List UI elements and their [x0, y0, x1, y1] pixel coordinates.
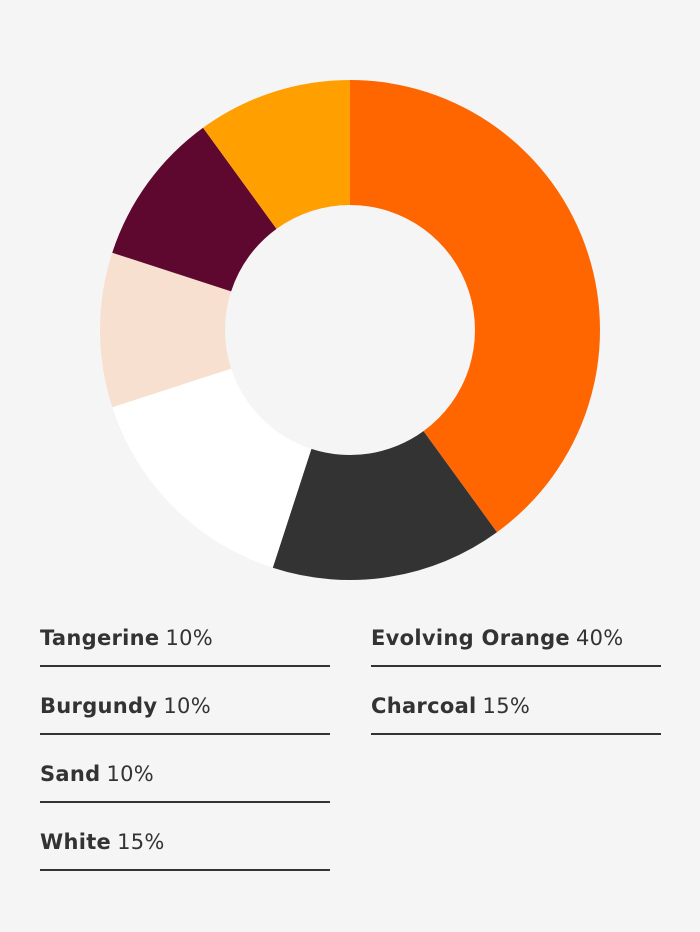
donut-chart: [100, 80, 600, 580]
donut-slice-charcoal: [272, 431, 497, 580]
legend-item-burgundy: Burgundy 10%: [40, 678, 330, 735]
legend-percentage: 15%: [482, 693, 531, 718]
legend-column-right: Evolving Orange 40% Charcoal 15%: [371, 610, 661, 746]
donut-slice-white: [112, 368, 312, 568]
legend-label: Tangerine: [40, 625, 160, 650]
donut-slice-burgundy: [112, 127, 277, 292]
donut-slice-tangerine: [203, 80, 350, 229]
legend-column-left: Tangerine 10% Burgundy 10% Sand 10% Whit…: [40, 610, 330, 882]
donut-slice-evolving-orange: [350, 80, 600, 533]
legend-item-white: White 15%: [40, 814, 330, 871]
legend-label: Burgundy: [40, 693, 158, 718]
legend-item-sand: Sand 10%: [40, 746, 330, 803]
legend-label: White: [40, 829, 112, 854]
legend-percentage: 10%: [163, 693, 211, 718]
legend-item-evolving-orange: Evolving Orange 40%: [371, 610, 661, 667]
legend-percentage: 10%: [165, 625, 214, 650]
legend-label: Charcoal: [371, 693, 477, 718]
legend-item-charcoal: Charcoal 15%: [371, 678, 661, 735]
legend-percentage: 40%: [575, 625, 624, 650]
legend-label: Evolving Orange: [371, 625, 570, 650]
legend-percentage: 15%: [117, 829, 165, 854]
legend-item-tangerine: Tangerine 10%: [40, 610, 330, 667]
legend-percentage: 10%: [106, 761, 155, 786]
legend-label: Sand: [40, 761, 101, 786]
donut-slice-sand: [100, 252, 232, 408]
